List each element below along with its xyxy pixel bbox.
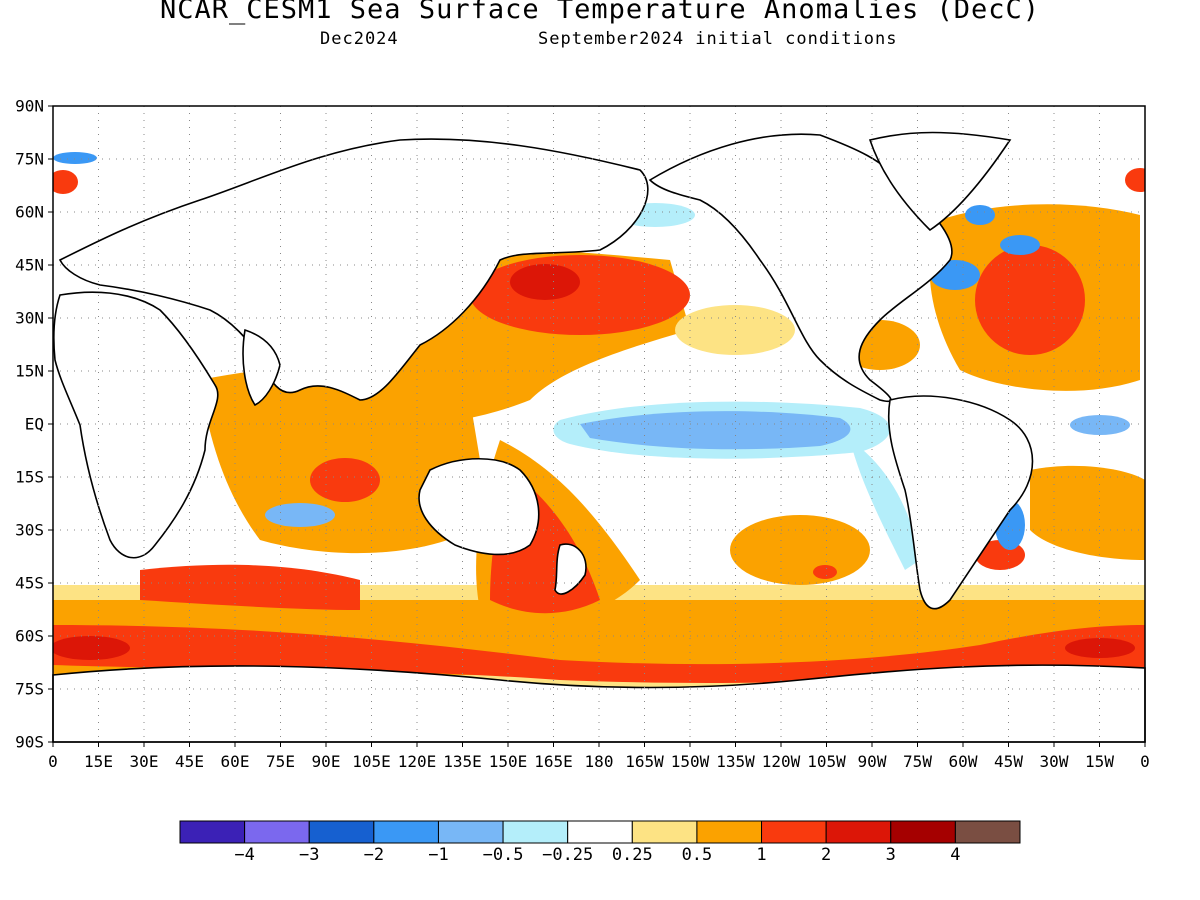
lon-label: 120E [397, 752, 437, 771]
lat-label: 30S [15, 520, 44, 540]
lat-label: 45N [15, 255, 44, 275]
map-title: NCAR_CESM1 Sea Surface Temperature Anoma… [159, 0, 1041, 25]
lat-label: 15N [15, 361, 44, 381]
lon-label: 150W [670, 752, 710, 771]
north-america [648, 133, 953, 402]
colorbar-label: 2 [821, 845, 832, 865]
lon-label: 15W [1085, 752, 1114, 771]
lon-label: 60W [948, 752, 978, 771]
lat-label: 90N [15, 96, 44, 116]
lat-label: 75N [15, 149, 44, 169]
colorbar-swatch [696, 820, 763, 844]
new-zealand [554, 543, 587, 595]
colorbar-swatch [567, 820, 633, 844]
lat-label: 15S [15, 467, 44, 487]
colorbar-swatch [373, 820, 439, 844]
india [242, 328, 281, 407]
lon-label: 45W [994, 752, 1023, 771]
lon-label: 90E [311, 752, 341, 771]
colorbar-label: 1 [756, 845, 767, 865]
valid-month: Dec2024 [320, 29, 399, 49]
colorbar-swatch [825, 820, 892, 844]
colorbar-swatch [954, 820, 1021, 844]
lon-label: 105W [807, 752, 846, 771]
colorbar-swatch [437, 820, 504, 844]
lat-label: 30N [15, 308, 44, 328]
lat-label: 60S [15, 626, 44, 646]
lon-label: 120W [761, 752, 801, 771]
colorbar-swatch [890, 820, 956, 844]
lon-label: 90W [857, 752, 887, 771]
lon-label: 135E [443, 752, 482, 771]
colorbar-label: −4 [234, 845, 255, 865]
colorbar [179, 820, 1021, 844]
africa [53, 291, 219, 559]
lon-label: 165W [625, 752, 664, 771]
lon-label: 0 [1140, 752, 1150, 771]
lon-label: 165E [534, 752, 573, 771]
colorbar-swatch [179, 820, 246, 844]
lon-label: 15E [84, 752, 113, 771]
lat-label: EQ [24, 414, 44, 434]
colorbar-label: 3 [885, 845, 896, 865]
lat-label: 75S [15, 679, 44, 699]
greenland [868, 131, 1012, 232]
colorbar-swatch [761, 820, 827, 844]
colorbar-label: 4 [950, 845, 961, 865]
lat-label: 60N [15, 202, 44, 222]
lon-label: 60E [220, 752, 250, 771]
colorbar-label: 0.5 [681, 845, 713, 865]
colorbar-label: −0.5 [482, 845, 524, 865]
eurasia [58, 138, 649, 401]
lat-label: 45S [15, 573, 44, 593]
colorbar-label: 0.25 [611, 845, 653, 865]
colorbar-swatch [308, 820, 375, 844]
lon-label: 75E [266, 752, 295, 771]
south-america [887, 395, 1034, 610]
colorbar-label: −0.25 [542, 845, 594, 865]
lon-label: 150E [488, 752, 528, 771]
lon-label: 0 [48, 752, 58, 771]
colorbar-swatch [631, 820, 698, 844]
lat-label: 90S [15, 732, 44, 752]
lon-label: 45E [175, 752, 204, 771]
colorbar-label: −1 [428, 845, 449, 865]
lon-label: 105E [352, 752, 391, 771]
lon-label: 135W [716, 752, 755, 771]
colorbar-label: −2 [363, 845, 385, 865]
lon-label: 75W [903, 752, 932, 771]
initial-conditions: September2024 initial conditions [538, 29, 898, 49]
grid [53, 106, 1145, 742]
lon-label: 180 [584, 752, 614, 771]
colorbar-swatch [502, 820, 569, 844]
colorbar-swatch [244, 820, 310, 844]
colorbar-label: −3 [298, 845, 320, 865]
lon-label: 30W [1039, 752, 1069, 771]
tick-marks [48, 105, 1146, 747]
lon-label: 30E [129, 752, 159, 771]
